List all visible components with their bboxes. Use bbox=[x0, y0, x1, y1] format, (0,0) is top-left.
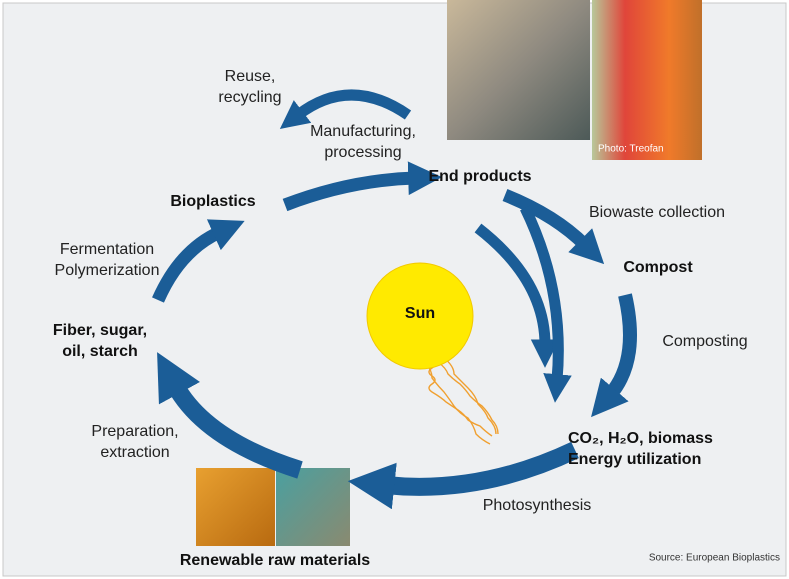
label: extraction bbox=[100, 444, 169, 461]
source: Source: European Bioplastics bbox=[649, 553, 780, 564]
node-label: Renewable raw materials bbox=[180, 552, 370, 569]
label: Preparation, bbox=[91, 423, 178, 440]
label: Photosynthesis bbox=[483, 497, 592, 514]
label: Fermentation bbox=[60, 241, 154, 258]
photo-credit: Photo: Treofan bbox=[598, 144, 664, 155]
label: recycling bbox=[218, 89, 281, 106]
node-label: End products bbox=[428, 168, 531, 185]
node-label: CO₂, H₂O, biomass bbox=[568, 430, 713, 447]
label: Polymerization bbox=[55, 262, 160, 279]
photo-plants bbox=[276, 468, 350, 546]
photo-corn bbox=[196, 468, 275, 546]
node-label: Fiber, sugar, bbox=[53, 322, 147, 339]
node-label: oil, starch bbox=[62, 343, 138, 360]
sun-label: Sun bbox=[405, 305, 435, 322]
label: Reuse, bbox=[225, 68, 276, 85]
label: Biowaste collection bbox=[589, 204, 725, 221]
node-label: Compost bbox=[623, 259, 693, 276]
photo-peppers bbox=[592, 0, 702, 160]
node-label: Bioplastics bbox=[170, 193, 255, 210]
photo-textiles bbox=[447, 0, 590, 140]
node-label: Energy utilization bbox=[568, 451, 701, 468]
label: processing bbox=[324, 144, 401, 161]
label: Manufacturing, bbox=[310, 123, 416, 140]
diagram: Reuse, recycling Manufacturing, processi… bbox=[0, 0, 789, 579]
label: Composting bbox=[662, 333, 747, 350]
